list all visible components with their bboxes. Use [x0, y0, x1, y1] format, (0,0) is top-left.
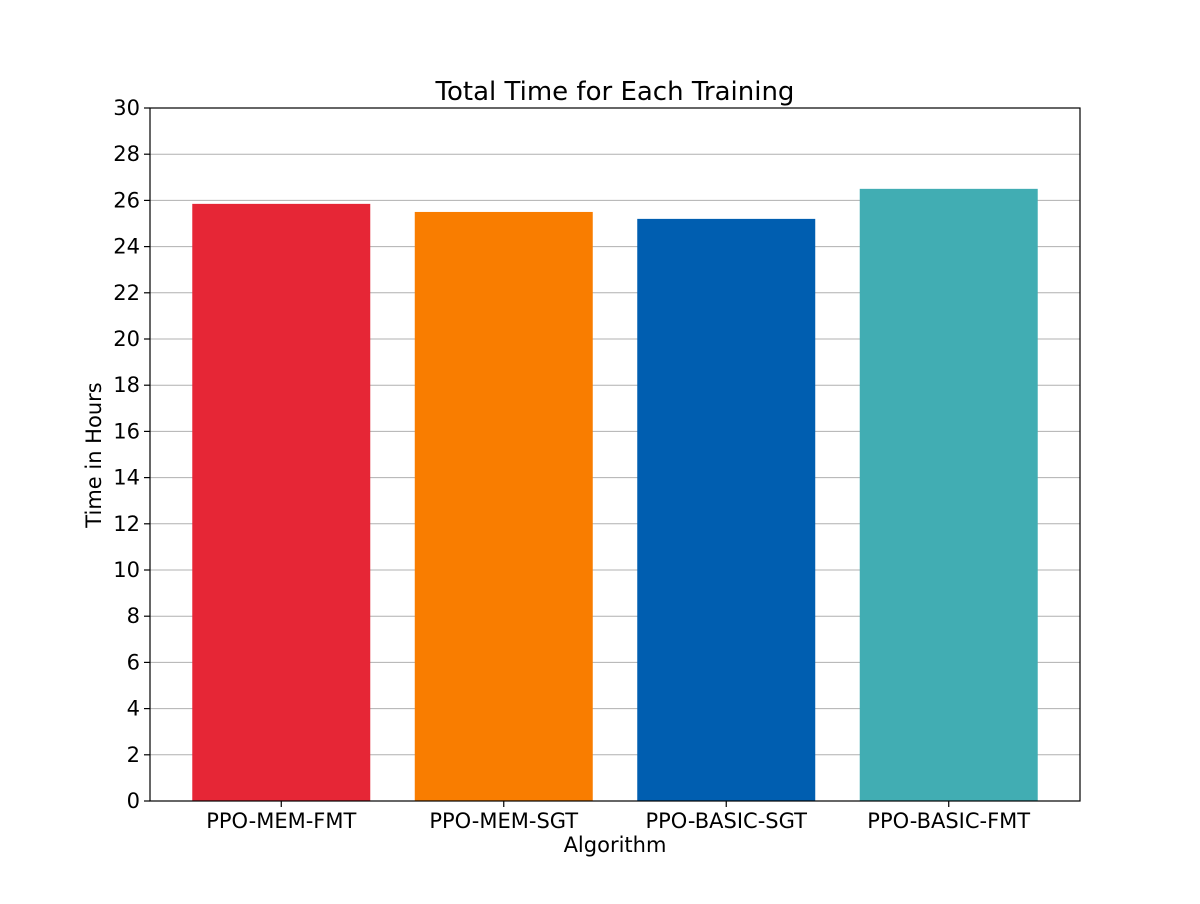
bar-ppo-basic-sgt — [637, 218, 816, 801]
x-tick-label: PPO-MEM-FMT — [206, 809, 356, 833]
x-axis-ticks: PPO-MEM-FMT PPO-MEM-SGT PPO-BASIC-SGT PPO-B… — [206, 801, 1030, 833]
y-tick-label: 30 — [113, 96, 140, 120]
y-tick-label: 4 — [127, 697, 140, 721]
y-tick-label: 20 — [113, 327, 140, 351]
y-tick-label: 2 — [127, 743, 140, 767]
y-tick-label: 0 — [127, 789, 140, 813]
y-tick-label: 14 — [113, 466, 140, 490]
y-tick-label: 28 — [113, 142, 140, 166]
x-tick-label: PPO-BASIC-FMT — [867, 809, 1030, 833]
bar-ppo-mem-fmt — [192, 203, 371, 802]
y-axis-label: Time in Hours — [82, 382, 106, 528]
y-tick-label: 18 — [113, 373, 140, 397]
bar-ppo-basic-fmt — [859, 188, 1038, 802]
y-tick-label: 22 — [113, 281, 140, 305]
y-tick-label: 16 — [113, 419, 140, 443]
bar-ppo-mem-sgt — [414, 211, 593, 801]
y-tick-label: 10 — [113, 558, 140, 582]
y-tick-label: 26 — [113, 188, 140, 212]
y-tick-label: 8 — [127, 604, 140, 628]
y-tick-label: 6 — [127, 650, 140, 674]
y-tick-label: 24 — [113, 235, 140, 259]
bars — [192, 188, 1038, 802]
x-tick-label: PPO-MEM-SGT — [429, 809, 578, 833]
y-tick-label: 12 — [113, 512, 140, 536]
chart-title: Total Time for Each Training — [435, 77, 795, 107]
plot-frame — [149, 107, 1081, 802]
x-axis-label: Algorithm — [564, 833, 667, 857]
x-tick-label: PPO-BASIC-SGT — [645, 809, 807, 833]
